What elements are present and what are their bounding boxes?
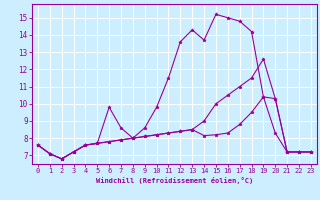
X-axis label: Windchill (Refroidissement éolien,°C): Windchill (Refroidissement éolien,°C) bbox=[96, 177, 253, 184]
